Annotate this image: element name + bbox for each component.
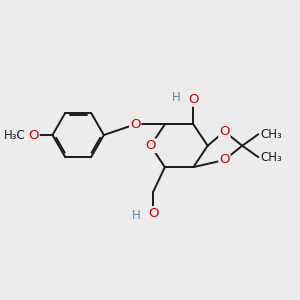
Text: O: O bbox=[219, 154, 230, 166]
Text: H: H bbox=[132, 209, 141, 223]
Text: H₃C: H₃C bbox=[4, 128, 26, 142]
Text: O: O bbox=[188, 93, 199, 106]
Text: O: O bbox=[219, 125, 230, 138]
Text: O: O bbox=[130, 118, 140, 131]
Text: O: O bbox=[148, 207, 158, 220]
Text: O: O bbox=[28, 128, 39, 142]
Text: H: H bbox=[172, 91, 181, 104]
Text: O: O bbox=[145, 139, 156, 152]
Text: CH₃: CH₃ bbox=[261, 128, 283, 141]
Text: CH₃: CH₃ bbox=[261, 151, 283, 164]
